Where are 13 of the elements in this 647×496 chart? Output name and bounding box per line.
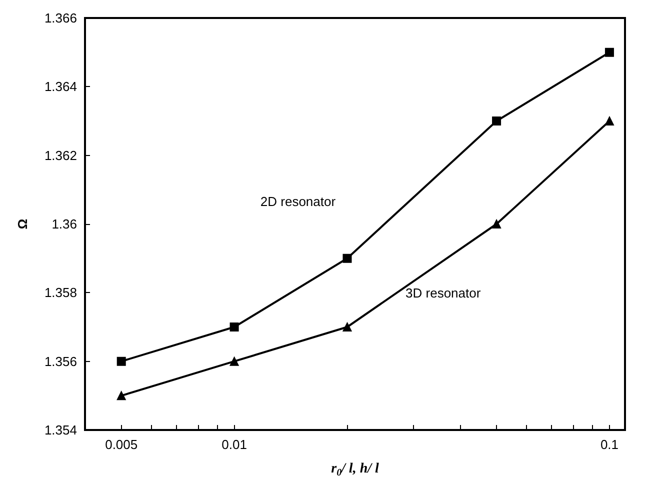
y-tick-label: 1.366 [44,10,77,26]
x-tick-label: 0.1 [600,437,619,452]
y-axis-title: Ω [15,218,30,230]
annotation: 2D resonator [260,194,336,210]
y-tick-label: 1.356 [44,354,77,369]
y-tick-label: 1.358 [44,285,77,300]
y-tick-label: 1.36 [52,216,77,232]
y-tick-label: 1.364 [44,79,77,94]
y-tick-label: 1.354 [44,422,77,438]
x-tick-label: 0.01 [222,437,247,452]
x-tick-label: 0.005 [105,437,138,452]
y-tick-label: 1.362 [44,148,77,163]
annotation: 3D resonator [406,285,482,300]
